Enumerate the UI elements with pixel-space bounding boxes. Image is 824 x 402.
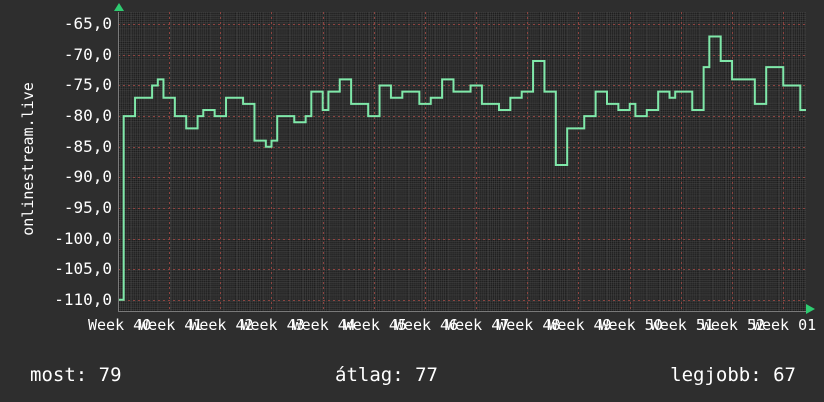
x-axis-tick-label: Week 40 [88,316,152,334]
triangle-right-icon [806,304,815,314]
plot-area [118,12,806,312]
major-gridline-vertical [323,12,324,312]
y-axis-tick-label: -90,0 [63,167,112,187]
y-axis-tick-label: -75,0 [63,75,112,95]
x-axis-tick-labels: Week 40 Week 41 Week 42 Week 43 Week 44 Week … [0,316,824,338]
major-gridline-vertical [783,12,784,312]
major-gridline-vertical [476,12,477,312]
y-axis-tick-label: -105,0 [54,259,112,279]
major-gridline-vertical [578,12,579,312]
x-axis-tick-label: Week 45 [343,316,407,334]
major-gridline-horizontal [118,208,806,209]
x-axis-tick-label: Week 43 [241,316,305,334]
stat-current: most: 79 [30,364,122,386]
y-axis-tick-label: -80,0 [63,106,112,126]
x-axis-tick-label: Week 46 [394,316,459,334]
y-axis-tick-label: -65,0 [63,14,112,34]
major-gridline-horizontal [118,24,806,25]
triangle-up-icon [114,3,124,11]
x-axis-tick-label: Week 01 [752,316,817,334]
major-gridline-horizontal [118,147,806,148]
major-gridline-horizontal [118,239,806,240]
stat-average: átlag: 77 [335,364,438,386]
minor-grid [118,12,806,312]
x-axis-tick-label: Week 41 [139,316,203,334]
x-axis-tick-label: Week 44 [292,316,356,334]
data-series-line [118,35,806,301]
major-gridline-vertical [732,12,733,312]
x-axis-tick-label: Week 52 [701,316,766,334]
major-gridline-horizontal [118,300,806,301]
grid-layer [118,12,806,312]
y-axis-tick-label: -100,0 [54,228,112,248]
footer-stats: most: 79 átlag: 77 legjobb: 67 [0,355,824,402]
x-axis-tick-label: Week 42 [190,316,254,334]
x-axis-line [118,311,806,312]
major-gridline-vertical [374,12,375,312]
x-axis-tick-label: Week 47 [446,316,510,334]
major-gridline-vertical [425,12,426,312]
major-gridline-vertical [169,12,170,312]
major-gridline-horizontal [118,177,806,178]
y-axis-line [118,12,119,312]
y-axis-tick-labels: -65,0 -70,0 -75,0 -80,0 -85,0 -90,0 -95,0 -100,… [0,0,112,330]
x-axis-tick-label: Week 51 [650,316,714,334]
major-gridline-horizontal [118,116,806,117]
y-axis-tick-label: -70,0 [63,44,112,64]
x-axis-tick-label: Week 50 [599,316,663,334]
major-gridline-horizontal [118,269,806,270]
major-gridline-horizontal [118,85,806,86]
x-axis-tick-label: Week 48 [497,316,561,334]
major-gridline-vertical [527,12,528,312]
major-gridline-vertical [220,12,221,312]
major-gridline-vertical [681,12,682,312]
y-axis-tick-label: -95,0 [63,197,112,217]
y-axis-tick-label: -85,0 [63,136,112,156]
major-gridline-vertical [630,12,631,312]
stat-best: legjobb: 67 [670,364,796,386]
x-axis-tick-label: Week 49 [548,316,612,334]
y-axis-tick-label: -110,0 [54,289,112,309]
major-gridline-vertical [271,12,272,312]
major-gridline-horizontal [118,55,806,56]
